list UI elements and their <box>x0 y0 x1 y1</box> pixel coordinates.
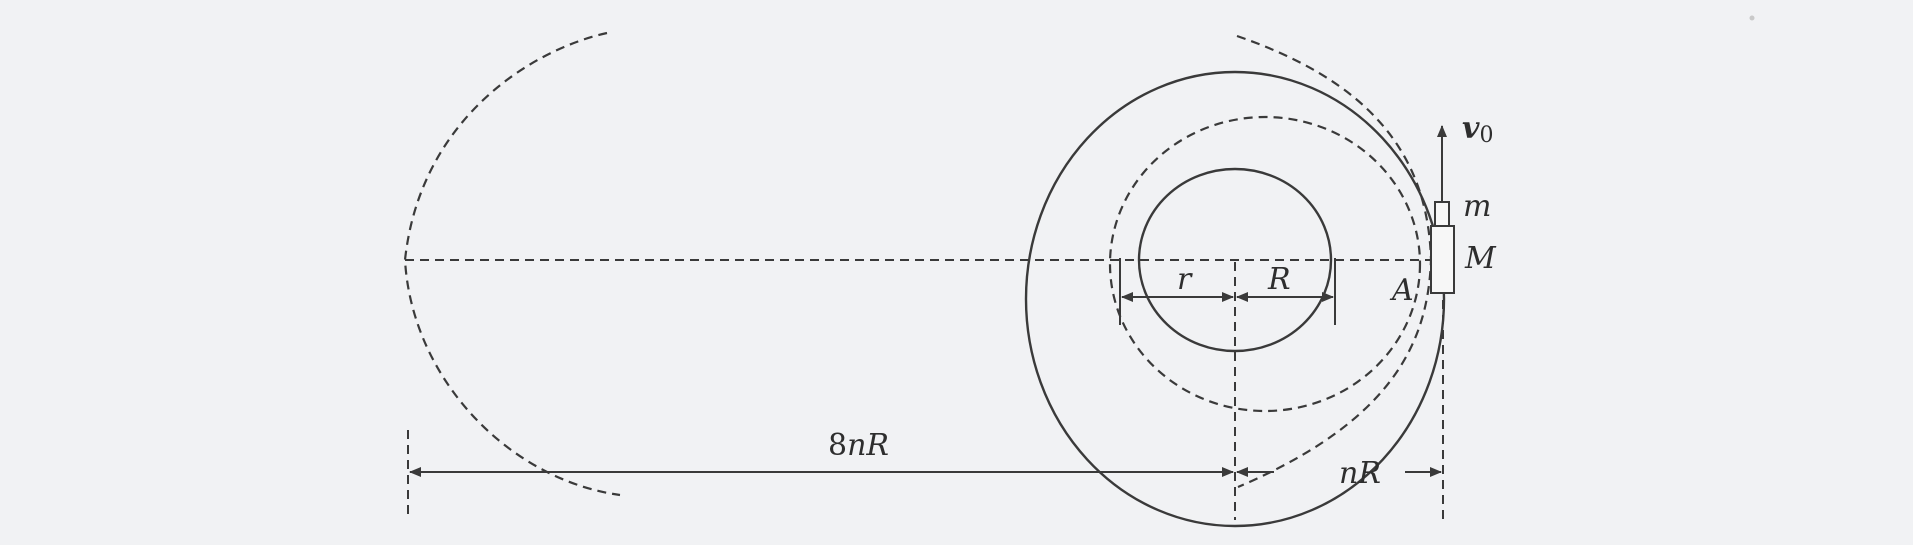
speck <box>1749 15 1755 21</box>
circular-orbit <box>1024 70 1446 528</box>
small-mass-m <box>1434 201 1450 227</box>
label-nR: nR <box>1339 456 1381 491</box>
label-r: r <box>1177 262 1193 297</box>
large-mass-M <box>1430 225 1455 294</box>
transfer-ellipse-left-arc <box>403 31 621 497</box>
inner-elliptical-orbit <box>1108 115 1422 413</box>
label-M: M <box>1464 241 1497 276</box>
label-8nR: 8nR <box>828 428 889 463</box>
label-A: A <box>1389 273 1414 308</box>
planet-circle <box>1137 167 1333 353</box>
label-m: m <box>1463 189 1491 224</box>
velocity-label: v0 <box>1462 111 1493 148</box>
label-R: R <box>1267 262 1291 297</box>
